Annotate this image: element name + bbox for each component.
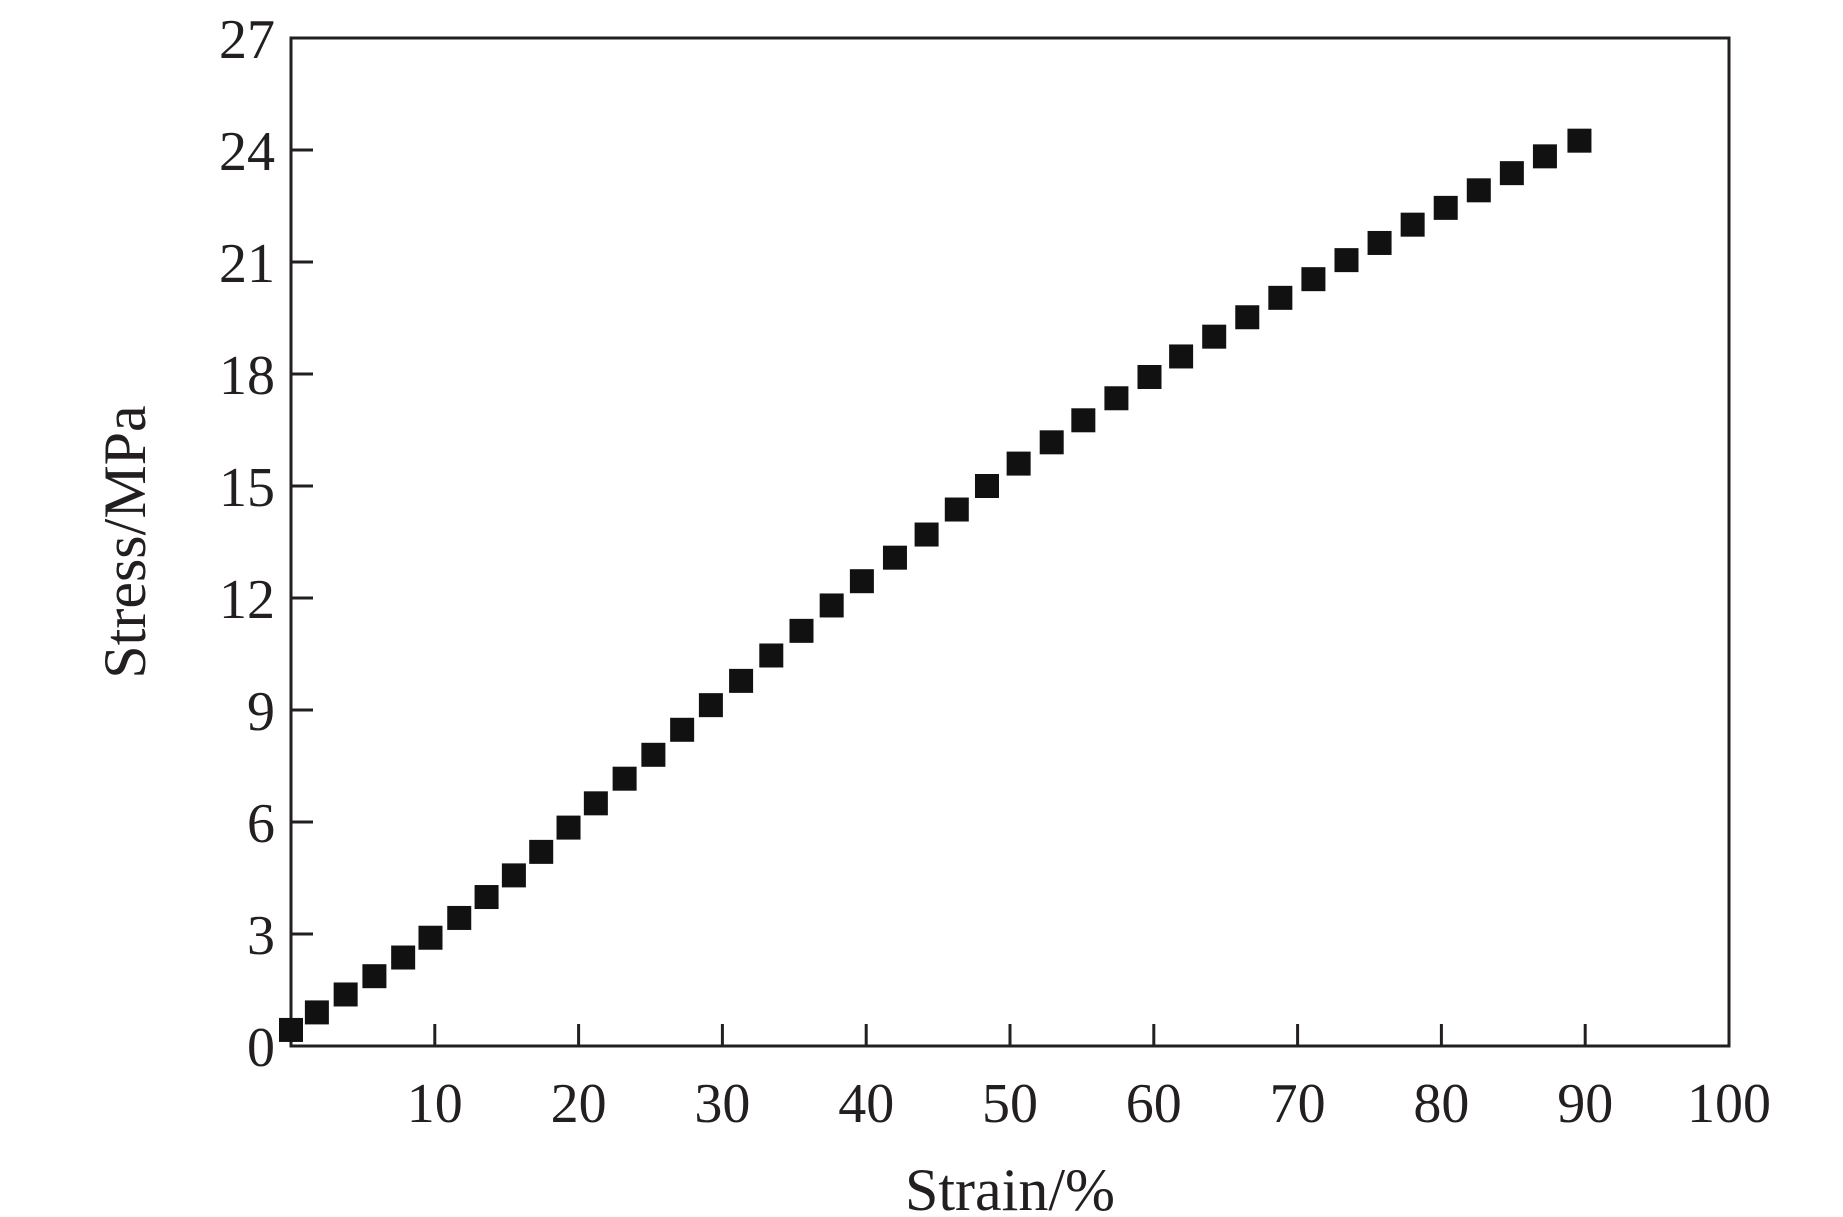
y-tick-label: 18 — [219, 345, 275, 407]
data-point — [641, 742, 666, 767]
data-point — [882, 545, 907, 570]
data-point — [447, 905, 472, 930]
data-point — [304, 1000, 329, 1025]
data-point — [1433, 195, 1458, 220]
data-point — [529, 839, 554, 864]
data-point — [1334, 248, 1359, 273]
data-point — [759, 643, 784, 668]
data-point — [1039, 430, 1064, 455]
x-axis-title: Strain/% — [905, 1157, 1115, 1217]
data-point — [1400, 212, 1425, 237]
data-point — [391, 945, 416, 970]
y-tick-label: 12 — [219, 569, 275, 631]
data-point — [333, 982, 358, 1007]
data-point — [1532, 144, 1557, 169]
data-point — [670, 717, 695, 742]
x-tick-label: 50 — [982, 1073, 1038, 1135]
data-point — [1567, 128, 1592, 153]
data-point — [914, 522, 939, 547]
data-point — [1367, 230, 1392, 255]
y-tick-label: 9 — [247, 681, 275, 743]
y-tick-label: 21 — [219, 233, 275, 295]
plot-frame — [289, 36, 1731, 1048]
data-point — [849, 569, 874, 594]
y-tick-label: 27 — [219, 9, 275, 71]
x-tick-label: 70 — [1270, 1073, 1326, 1135]
x-tick-label: 30 — [694, 1073, 750, 1135]
data-point — [1137, 364, 1162, 389]
y-axis: 0 3 6 9 12 15 18 21 24 27 — [219, 9, 313, 1079]
data-point — [1499, 161, 1524, 186]
data-point — [1235, 305, 1260, 330]
data-point — [362, 964, 387, 989]
data-point — [729, 668, 754, 693]
x-tick-label: 60 — [1126, 1073, 1182, 1135]
data-point — [1301, 267, 1326, 292]
x-tick-label: 20 — [551, 1073, 607, 1135]
y-tick-label: 0 — [247, 1017, 275, 1079]
y-tick-label: 3 — [247, 905, 275, 967]
data-point — [1006, 451, 1031, 476]
x-tick-label: 90 — [1557, 1073, 1613, 1135]
y-axis-title: Stress/MPa — [92, 405, 158, 678]
x-axis: 10 20 30 40 50 60 70 80 90 100 — [407, 1024, 1771, 1135]
data-point — [944, 497, 969, 522]
x-tick-label: 80 — [1413, 1073, 1469, 1135]
y-tick-label: 15 — [219, 457, 275, 519]
data-point — [698, 693, 723, 718]
data-point — [418, 925, 443, 950]
data-point — [1104, 386, 1129, 411]
data-series — [279, 128, 1592, 1042]
data-point — [1071, 408, 1096, 433]
x-tick-label: 100 — [1687, 1073, 1771, 1135]
data-point — [789, 618, 814, 643]
data-point — [1466, 178, 1491, 203]
data-point — [1268, 285, 1293, 310]
data-point — [474, 885, 499, 910]
data-point — [501, 863, 526, 888]
data-point — [556, 815, 581, 840]
y-tick-label: 6 — [247, 793, 275, 855]
data-point — [279, 1017, 303, 1042]
data-point — [819, 593, 844, 618]
x-tick-label: 10 — [407, 1073, 463, 1135]
y-tick-label: 24 — [219, 121, 275, 183]
data-point — [1202, 324, 1227, 349]
data-point — [612, 766, 637, 791]
x-tick-label: 40 — [838, 1073, 894, 1135]
data-point — [1169, 344, 1194, 369]
data-point — [583, 791, 608, 816]
data-point — [974, 474, 999, 498]
